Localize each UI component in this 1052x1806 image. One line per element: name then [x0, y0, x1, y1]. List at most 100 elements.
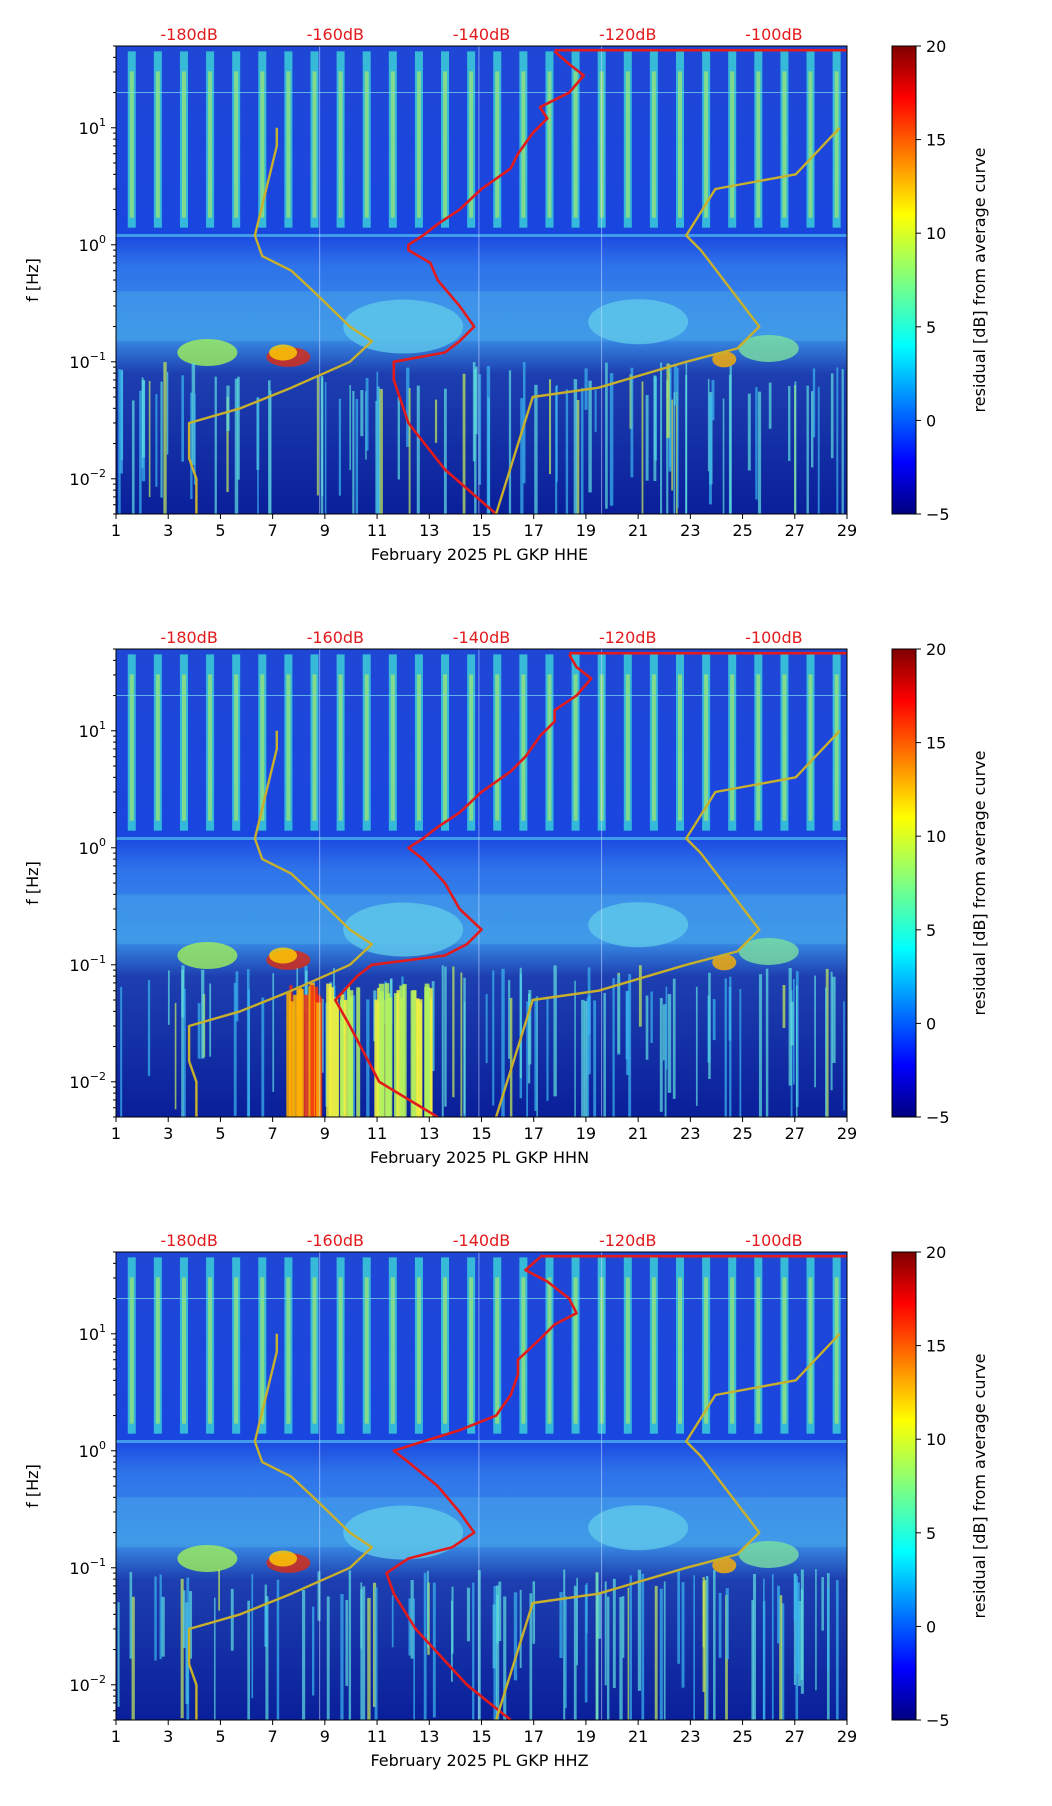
lf-event-streak — [316, 1002, 321, 1117]
lf-streak — [811, 391, 814, 468]
lf-streak — [191, 363, 196, 466]
colorbar-tick-label: 0 — [926, 1014, 936, 1033]
lf-streak — [830, 971, 833, 1091]
lf-streak — [638, 965, 642, 1027]
lf-streak — [708, 972, 711, 1079]
lf-event-streak — [378, 983, 385, 1117]
microseism-blob — [738, 1540, 799, 1568]
lf-streak — [197, 1003, 201, 1059]
db-scale-label: -100dB — [745, 25, 802, 44]
lf-streak — [466, 1587, 471, 1642]
lf-streak — [563, 1569, 566, 1720]
lf-streak — [349, 385, 351, 470]
lf-streak — [637, 1569, 642, 1691]
y-tick-exponent: −1 — [90, 1556, 106, 1569]
lf-streak — [800, 1589, 804, 1680]
lf-streak — [251, 1573, 254, 1699]
colorbar-tick-label: 15 — [926, 1337, 946, 1356]
y-tick-base: 10 — [69, 956, 89, 975]
x-tick-label: 29 — [837, 521, 857, 540]
daily-noise-core — [312, 1277, 317, 1424]
x-tick-label: 13 — [419, 1727, 439, 1746]
microseism-blob — [712, 351, 737, 368]
y-tick-exponent: 1 — [99, 116, 106, 129]
lf-event-streak — [396, 990, 401, 1117]
x-tick-label: 5 — [215, 1124, 225, 1143]
daily-noise-core — [181, 1277, 186, 1424]
lf-streak — [355, 398, 359, 514]
lf-event-streak — [424, 991, 429, 1117]
daily-noise-core — [338, 674, 343, 821]
microseism-band — [116, 291, 847, 342]
y-tick-exponent: 0 — [99, 233, 106, 246]
microseism-blob — [177, 942, 238, 970]
db-scale-label: -180dB — [160, 1231, 217, 1250]
daily-noise-core — [625, 1277, 630, 1424]
y-tick-label: 101 — [79, 1322, 106, 1344]
y-tick-label: 10−1 — [69, 350, 106, 372]
lf-streak — [806, 385, 809, 514]
lf-streak — [351, 995, 356, 1117]
lf-streak — [265, 1596, 269, 1720]
y-tick-base: 10 — [79, 1325, 99, 1344]
lf-streak — [320, 376, 324, 514]
lf-streak — [581, 999, 585, 1117]
lf-streak — [664, 1003, 667, 1117]
lf-streak — [673, 392, 676, 514]
lf-streak — [612, 1578, 616, 1689]
x-tick-label: 23 — [680, 1124, 700, 1143]
lf-streak — [593, 1000, 597, 1117]
lf-streak — [711, 380, 715, 421]
lf-streak — [264, 1604, 268, 1647]
lf-streak — [377, 396, 380, 514]
lf-streak — [707, 379, 710, 472]
colorbar-tick-label: 20 — [926, 1243, 946, 1262]
lf-streak — [605, 362, 608, 509]
db-scale-label: -160dB — [307, 25, 364, 44]
x-tick-label: 17 — [524, 1727, 544, 1746]
x-tick-label: 23 — [680, 521, 700, 540]
lf-streak — [316, 376, 319, 496]
lf-streak — [450, 1600, 453, 1682]
daily-noise-core — [521, 674, 526, 821]
x-tick-label: 21 — [628, 521, 648, 540]
colorbar-tick-label: 10 — [926, 1430, 946, 1449]
lf-streak — [588, 380, 592, 493]
daily-noise-core — [677, 1277, 682, 1424]
mean-psd-curve — [333, 653, 593, 1117]
lf-streak — [660, 362, 663, 514]
lf-streak — [427, 1570, 429, 1648]
lf-streak — [186, 1577, 190, 1720]
y-tick-exponent: −1 — [90, 350, 106, 363]
lf-streak — [704, 1580, 707, 1720]
colorbar-label: residual [dB] from average curve — [970, 148, 989, 413]
lf-streak — [362, 1586, 366, 1720]
lf-event-streak — [289, 1001, 294, 1117]
db-scale-label: -120dB — [599, 25, 656, 44]
colorbar-tick-label: −5 — [926, 1108, 950, 1127]
x-tick-label: 27 — [785, 521, 805, 540]
db-scale-label: -140dB — [453, 1231, 510, 1250]
lf-streak — [408, 1598, 411, 1656]
spectrogram-background — [116, 649, 847, 1117]
lf-streak — [181, 969, 184, 1117]
daily-noise-core — [625, 71, 630, 218]
lf-streak — [348, 1570, 352, 1720]
daily-noise-core — [704, 1277, 709, 1424]
lf-streak — [503, 1596, 507, 1720]
x-tick-label: 21 — [628, 1727, 648, 1746]
daily-noise-core — [782, 1277, 787, 1424]
db-scale-label: -140dB — [453, 25, 510, 44]
x-tick-label: 9 — [320, 1727, 330, 1746]
lf-streak — [755, 387, 758, 500]
lf-streak — [501, 968, 505, 1117]
daily-noise-core — [834, 674, 839, 821]
lf-streak — [340, 1594, 344, 1720]
lf-streak — [462, 373, 466, 514]
x-tick-label: 11 — [367, 521, 387, 540]
lf-streak — [413, 1598, 416, 1720]
microseism-blob — [343, 1505, 464, 1560]
x-tick-label: 3 — [163, 521, 173, 540]
microseism-blob — [343, 902, 464, 957]
